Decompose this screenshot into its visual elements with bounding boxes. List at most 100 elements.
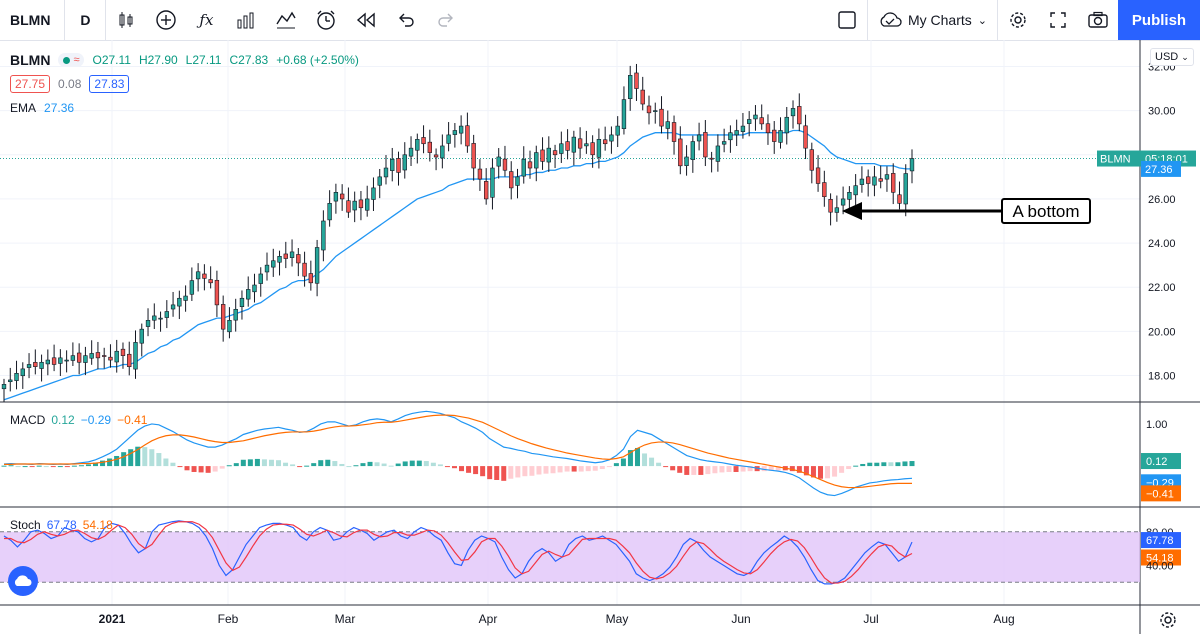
macd-axis-box — [1141, 485, 1181, 502]
candle-body — [565, 141, 570, 151]
macd-hist-bar — [304, 465, 310, 467]
my-charts-button[interactable]: My Charts ⌄ — [868, 0, 997, 40]
x-tick-label: 2021 — [99, 612, 126, 626]
undo-icon[interactable] — [386, 0, 426, 40]
ask-button[interactable]: 27.83 — [89, 75, 130, 93]
legend-close: C27.83 — [229, 53, 269, 67]
candle-body — [571, 136, 577, 153]
financials-icon[interactable] — [226, 0, 266, 40]
macd-hist-bar — [515, 466, 521, 478]
stoch-axis-label: 54.18 — [1146, 552, 1174, 564]
macd-hist-bar — [705, 466, 711, 475]
macd-hist-bar — [740, 466, 746, 472]
macd-histogram — [1, 446, 915, 481]
macd-hist-bar — [578, 466, 584, 472]
indicators-fx-icon[interactable]: ƒx — [199, 11, 214, 29]
macd-hist-bar — [318, 460, 324, 467]
candle-body — [715, 145, 721, 162]
currency-button[interactable]: USD ⌄ — [1150, 48, 1194, 66]
layout-icon[interactable] — [827, 0, 867, 40]
macd-hist-bar — [860, 463, 866, 467]
candle-body — [170, 304, 176, 310]
fullscreen-icon[interactable] — [1038, 0, 1078, 40]
candle-body — [803, 125, 808, 149]
redo-icon[interactable] — [426, 0, 466, 40]
x-tick-label: May — [606, 612, 629, 626]
candle-body — [903, 173, 908, 205]
compare-icon[interactable] — [266, 0, 306, 40]
candle-body — [515, 176, 520, 186]
candle-body — [321, 220, 326, 251]
top-toolbar: BLMN D ƒx My Charts ⌄ — [0, 0, 1200, 41]
bid-button[interactable]: 27.75 — [10, 75, 51, 93]
candle-body — [809, 149, 814, 171]
candle-body — [521, 158, 526, 177]
candle-body — [421, 137, 426, 145]
macd-hist-bar — [719, 466, 725, 473]
price-tick-label: 24.00 — [1148, 238, 1176, 250]
camera-icon[interactable] — [1078, 0, 1118, 40]
macd-hist-bar — [817, 466, 823, 479]
gear-icon[interactable] — [998, 0, 1038, 40]
spread-value: 0.08 — [58, 77, 82, 91]
x-tick-label: Jun — [731, 612, 750, 626]
candle-body — [759, 117, 764, 125]
candle-style-icon[interactable] — [106, 0, 146, 40]
candle-body — [252, 284, 257, 293]
candle-body — [602, 139, 608, 145]
macd-hist-bar — [29, 466, 35, 468]
macd-hist-bar — [529, 466, 535, 476]
add-indicator-icon[interactable] — [146, 0, 186, 40]
macd-hist-bar — [121, 452, 127, 467]
candle-body — [859, 178, 865, 185]
macd-hist-bar — [297, 466, 303, 468]
candle-body — [220, 304, 226, 330]
candle-body — [502, 158, 508, 171]
candle-body — [76, 352, 82, 363]
macd-hist-bar — [114, 455, 120, 467]
stoch-lines — [3, 520, 913, 585]
candle-body — [897, 194, 902, 204]
candle-body — [152, 315, 157, 321]
candle-body — [314, 247, 320, 284]
macd-hist-bar — [395, 463, 401, 467]
macd-hist-bar — [712, 466, 718, 474]
candle-body — [797, 106, 802, 125]
price-tick-label: 22.00 — [1148, 282, 1176, 294]
macd-hist-bar — [374, 462, 380, 467]
candle-body — [45, 359, 51, 365]
macd-hist-bar — [508, 466, 514, 479]
replay-icon[interactable] — [346, 0, 386, 40]
price-chart[interactable]: 18.0020.0022.0024.0026.0028.0030.0032.00… — [0, 40, 1200, 634]
alert-clock-icon[interactable] — [306, 0, 346, 40]
macd-hist-bar — [733, 466, 739, 472]
macd-hist-bar — [290, 464, 296, 467]
candle-body — [390, 158, 395, 171]
interval-button[interactable]: D — [80, 12, 91, 28]
candle-body — [108, 356, 113, 361]
candle-body — [83, 355, 88, 363]
candle-body — [840, 198, 846, 206]
settings-gear-bottom[interactable] — [1158, 610, 1178, 630]
macd-hist-bar — [437, 464, 443, 467]
candle-body — [847, 192, 852, 200]
candle-body — [484, 181, 489, 200]
legend-toggle-icon[interactable]: ≈ — [58, 53, 85, 67]
candle-body — [640, 89, 645, 105]
macd-hist-bar — [550, 466, 556, 474]
macd-hist-bar — [423, 461, 429, 467]
symbol-search-button[interactable]: BLMN — [10, 12, 51, 28]
macd-hist-bar — [43, 466, 49, 468]
macd-hist-bar — [409, 460, 415, 467]
cloud-check-icon — [880, 12, 902, 27]
macd-legend-label: MACD — [10, 413, 46, 427]
legend-open: O27.11 — [92, 53, 131, 67]
macd-hist-bar — [656, 462, 662, 467]
toolbar-divider — [105, 0, 107, 40]
macd-hist-bar — [170, 462, 176, 467]
tradingview-logo-button[interactable] — [8, 566, 38, 596]
publish-button[interactable]: Publish — [1118, 0, 1200, 40]
macd-hist-bar — [346, 466, 352, 468]
macd-hist-bar — [480, 466, 486, 477]
candle-body — [790, 108, 796, 117]
